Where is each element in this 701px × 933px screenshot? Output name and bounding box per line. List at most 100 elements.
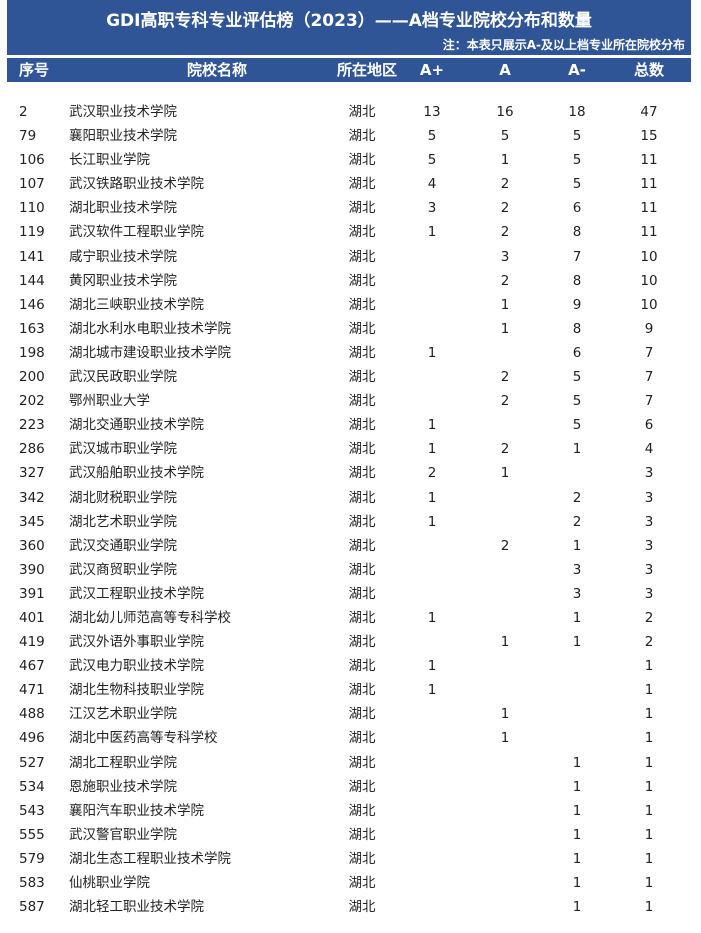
cell-rank: 555 xyxy=(19,826,45,843)
table-row: 106 长江职业学院 湖北 5 1 5 11 xyxy=(7,148,691,172)
cell-rank: 202 xyxy=(19,393,45,410)
cell-a-minus-count: 1 xyxy=(572,537,582,554)
cell-a-minus-count: 1 xyxy=(572,899,582,916)
cell-a-minus-count: 1 xyxy=(572,441,582,458)
cell-a-minus-count: 1 xyxy=(572,802,582,819)
cell-region: 湖北 xyxy=(348,128,376,145)
header-region: 所在地区 xyxy=(337,61,398,79)
cell-school-name: 仙桃职业学院 xyxy=(69,875,150,891)
cell-school-name: 湖北中医药高等专科学校 xyxy=(69,730,218,747)
table-row: 419 武汉外语外事职业学院 湖北 1 1 2 xyxy=(7,630,691,654)
cell-a-count: 1 xyxy=(500,730,510,747)
cell-school-name: 湖北财税职业学院 xyxy=(69,489,177,506)
cell-region: 湖北 xyxy=(348,899,376,916)
cell-a-count: 2 xyxy=(500,224,510,241)
cell-a-count: 2 xyxy=(500,537,510,554)
table-row: 223 湖北交通职业技术学院 湖北 1 5 6 xyxy=(7,413,691,437)
cell-region: 湖北 xyxy=(348,561,376,578)
cell-a-plus-count: 1 xyxy=(427,224,437,241)
cell-school-name: 江汉艺术职业学院 xyxy=(69,706,177,723)
cell-total-count: 1 xyxy=(644,875,654,891)
table-row: 360 武汉交通职业学院 湖北 2 1 3 xyxy=(7,534,691,558)
cell-a-count: 2 xyxy=(500,176,510,193)
cell-total-count: 2 xyxy=(644,634,654,651)
cell-total-count: 10 xyxy=(640,272,658,289)
cell-rank: 110 xyxy=(19,200,45,217)
cell-a-minus-count: 7 xyxy=(572,248,582,265)
cell-total-count: 7 xyxy=(644,393,654,410)
cell-a-count: 1 xyxy=(500,634,510,651)
cell-school-name: 武汉商贸职业学院 xyxy=(69,561,177,578)
cell-a-count: 2 xyxy=(500,393,510,410)
cell-region: 湖北 xyxy=(348,296,376,313)
cell-school-name: 黄冈职业技术学院 xyxy=(69,272,177,289)
cell-region: 湖北 xyxy=(348,465,376,482)
cell-rank: 144 xyxy=(19,272,45,289)
cell-a-minus-count: 1 xyxy=(572,826,582,843)
table-row: 141 咸宁职业技术学院 湖北 3 7 10 xyxy=(7,245,691,269)
cell-rank: 401 xyxy=(19,609,45,626)
table-row: 527 湖北工程职业学院 湖北 1 1 xyxy=(7,751,691,775)
cell-region: 湖北 xyxy=(348,200,376,217)
cell-region: 湖北 xyxy=(348,754,376,771)
table-row: 391 武汉工程职业技术学院 湖北 3 3 xyxy=(7,582,691,606)
cell-total-count: 3 xyxy=(644,513,654,530)
header-rank: 序号 xyxy=(19,61,50,79)
table-row: 555 武汉警官职业学院 湖北 1 1 xyxy=(7,823,691,847)
cell-a-count: 3 xyxy=(500,248,510,265)
cell-rank: 579 xyxy=(19,850,45,867)
page-title: GDI高职专科专业评估榜（2023）——A档专业院校分布和数量 xyxy=(106,11,592,31)
table-row: 390 武汉商贸职业学院 湖北 3 3 xyxy=(7,558,691,582)
cell-region: 湖北 xyxy=(348,537,376,554)
cell-region: 湖北 xyxy=(348,489,376,506)
table-row: 2 武汉职业技术学院 湖北 13 16 18 47 xyxy=(7,100,691,124)
cell-rank: 583 xyxy=(19,875,45,891)
cell-total-count: 11 xyxy=(640,224,658,241)
cell-total-count: 1 xyxy=(644,802,654,819)
cell-a-minus-count: 5 xyxy=(572,417,582,434)
cell-region: 湖北 xyxy=(348,393,376,410)
table-header: 序号 院校名称 所在地区 A+ A A- 总数 xyxy=(7,58,691,82)
table-row: 587 湖北轻工职业技术学院 湖北 1 1 xyxy=(7,895,691,919)
cell-total-count: 3 xyxy=(644,561,654,578)
cell-school-name: 湖北生物科技职业学院 xyxy=(69,682,204,699)
cell-a-plus-count: 1 xyxy=(427,489,437,506)
cell-a-plus-count: 1 xyxy=(427,513,437,530)
cell-school-name: 武汉软件工程职业学院 xyxy=(69,224,204,241)
cell-total-count: 1 xyxy=(644,826,654,843)
cell-region: 湖北 xyxy=(348,658,376,675)
table-row: 110 湖北职业技术学院 湖北 3 2 6 11 xyxy=(7,196,691,220)
cell-a-count: 16 xyxy=(496,104,514,120)
cell-rank: 488 xyxy=(19,706,45,723)
cell-a-count: 2 xyxy=(500,369,510,386)
table-note: 注：本表只展示A-及以上档专业所在院校分布 xyxy=(442,38,685,52)
cell-rank: 223 xyxy=(19,417,45,434)
cell-a-count: 2 xyxy=(500,272,510,289)
cell-rank: 496 xyxy=(19,730,45,747)
cell-region: 湖北 xyxy=(348,272,376,289)
cell-rank: 106 xyxy=(19,152,45,169)
cell-total-count: 6 xyxy=(644,417,654,434)
cell-school-name: 湖北艺术职业学院 xyxy=(69,513,177,530)
cell-a-plus-count: 5 xyxy=(427,128,437,145)
cell-region: 湖北 xyxy=(348,176,376,193)
cell-rank: 419 xyxy=(19,634,45,651)
table-row: 401 湖北幼儿师范高等专科学校 湖北 1 1 2 xyxy=(7,606,691,630)
table-row: 327 武汉船舶职业技术学院 湖北 2 1 3 xyxy=(7,461,691,485)
cell-region: 湖北 xyxy=(348,826,376,843)
cell-region: 湖北 xyxy=(348,634,376,651)
cell-rank: 198 xyxy=(19,344,45,361)
cell-rank: 141 xyxy=(19,248,45,265)
cell-region: 湖北 xyxy=(348,682,376,699)
cell-total-count: 10 xyxy=(640,296,658,313)
cell-rank: 119 xyxy=(19,224,45,241)
cell-school-name: 湖北城市建设职业技术学院 xyxy=(69,344,231,361)
cell-school-name: 咸宁职业技术学院 xyxy=(69,248,177,265)
cell-rank: 543 xyxy=(19,802,45,819)
cell-total-count: 1 xyxy=(644,706,654,723)
cell-a-minus-count: 2 xyxy=(572,489,582,506)
table-row: 163 湖北水利水电职业技术学院 湖北 1 8 9 xyxy=(7,317,691,341)
cell-a-count: 1 xyxy=(500,706,510,723)
cell-rank: 286 xyxy=(19,441,45,458)
table-row: 583 仙桃职业学院 湖北 1 1 xyxy=(7,871,691,895)
